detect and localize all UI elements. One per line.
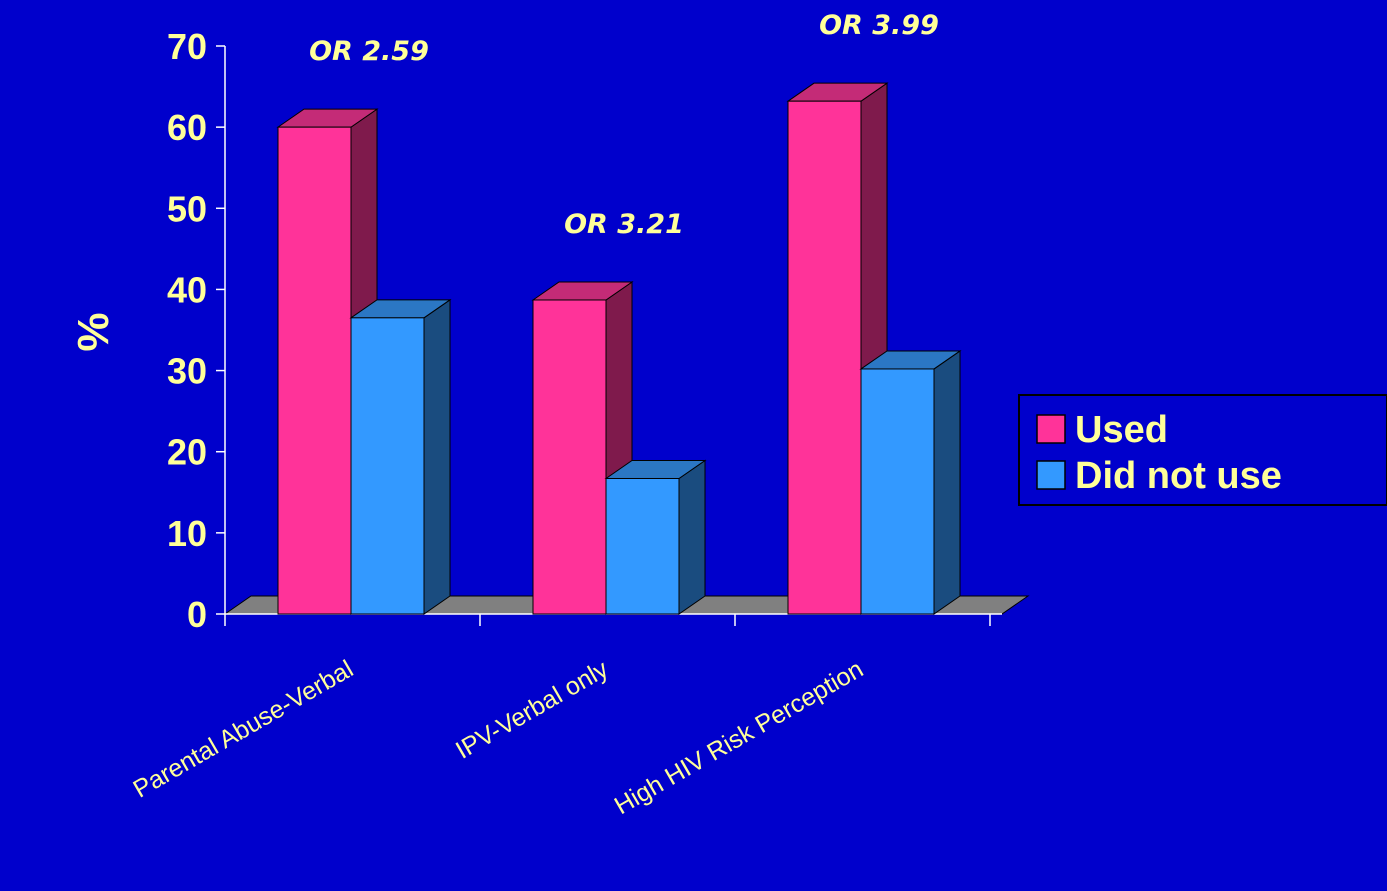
y-tick-label: 10: [167, 513, 207, 554]
y-tick-label: 50: [167, 188, 207, 229]
legend-swatch: [1036, 460, 1066, 490]
y-tick-label: 40: [167, 269, 207, 310]
chart-axes: 0 10 20 30 40 50 60 70: [167, 26, 1002, 635]
bar-side: [933, 349, 961, 615]
legend-box: [1018, 394, 1387, 506]
y-tick-label: 30: [167, 351, 207, 392]
bar: [787, 100, 862, 615]
bar: [532, 299, 607, 615]
y-tick-label: 0: [187, 594, 207, 635]
y-tick-label: 70: [167, 26, 207, 67]
bar: [605, 477, 680, 615]
odds-ratio-label: OR 2.59: [309, 36, 429, 67]
y-tick-label: 60: [167, 107, 207, 148]
bar-side: [423, 298, 451, 615]
bar: [350, 317, 425, 615]
bar: [860, 368, 935, 615]
legend-label: Used: [1075, 409, 1168, 451]
chart-bars: [276, 82, 962, 615]
x-category-label: Parental Abuse-Verbal: [129, 655, 358, 804]
bar-side: [678, 459, 706, 615]
x-category-label: High HIV Risk Perception: [610, 655, 868, 820]
y-axis-label: %: [69, 312, 118, 351]
odds-ratio-label: OR 3.99: [819, 10, 939, 41]
legend-swatch: [1036, 414, 1066, 444]
x-category-label: IPV-Verbal only: [451, 655, 613, 765]
y-tick-label: 20: [167, 432, 207, 473]
legend-label: Did not use: [1075, 455, 1282, 497]
odds-ratio-label: OR 3.21: [564, 209, 684, 240]
bar: [277, 126, 352, 615]
